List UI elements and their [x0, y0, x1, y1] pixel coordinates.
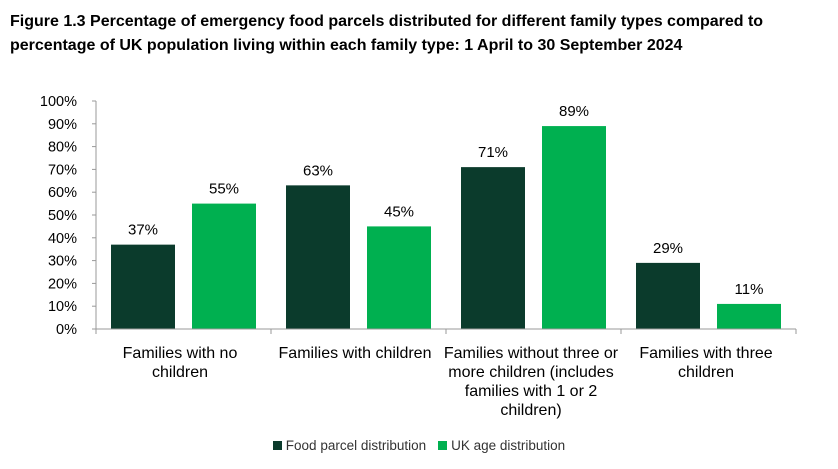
category-label-with-children: Families with children — [278, 345, 432, 362]
y-tick-label: 70% — [48, 162, 77, 178]
category-label-three-children: Families with three children — [639, 345, 773, 381]
y-tick-label: 40% — [48, 231, 77, 247]
data-label: 11% — [735, 281, 764, 298]
bar-food-parcel-2 — [461, 167, 525, 329]
bar-food-parcel-1 — [286, 185, 350, 329]
y-tick-label: 50% — [48, 208, 77, 224]
legend-swatch-uk-age — [438, 441, 448, 450]
data-label: 89% — [559, 103, 589, 120]
bar-food-parcel-0 — [111, 244, 175, 329]
y-tick-label: 30% — [48, 254, 77, 270]
y-tick-label: 80% — [48, 140, 77, 156]
y-tick-label: 60% — [48, 185, 77, 201]
y-tick-label: 20% — [48, 276, 77, 292]
y-tick-label: 0% — [56, 322, 77, 338]
category-label-without-three-or-more: Families without three or more children … — [443, 345, 619, 419]
data-label: 37% — [128, 222, 158, 239]
y-tick-label: 90% — [48, 117, 77, 133]
data-label: 63% — [303, 162, 333, 179]
bar-uk-age-1 — [367, 226, 431, 329]
data-label: 55% — [209, 181, 239, 198]
y-tick-label: 100% — [40, 94, 77, 110]
bar-uk-age-0 — [192, 203, 256, 329]
chart-title: Figure 1.3 Percentage of emergency food … — [10, 13, 764, 54]
data-label: 45% — [384, 203, 414, 220]
bar-uk-age-3 — [717, 303, 781, 329]
data-label: 71% — [478, 144, 508, 161]
legend-swatch-food-parcel — [272, 441, 282, 450]
data-label: 29% — [653, 240, 683, 257]
bar-food-parcel-3 — [636, 262, 700, 329]
y-tick-label: 10% — [48, 299, 77, 315]
bar-uk-age-2 — [542, 126, 606, 329]
category-label-no-children: Families with no children — [122, 345, 238, 381]
legend-item-food-parcel: Food parcel distribution — [272, 438, 427, 453]
legend-item-uk-age: UK age distribution — [438, 438, 565, 453]
legend-label-food-parcel: Food parcel distribution — [285, 438, 427, 453]
legend: Food parcel distribution UK age distribu… — [0, 438, 838, 453]
legend-label-uk-age: UK age distribution — [451, 438, 566, 453]
